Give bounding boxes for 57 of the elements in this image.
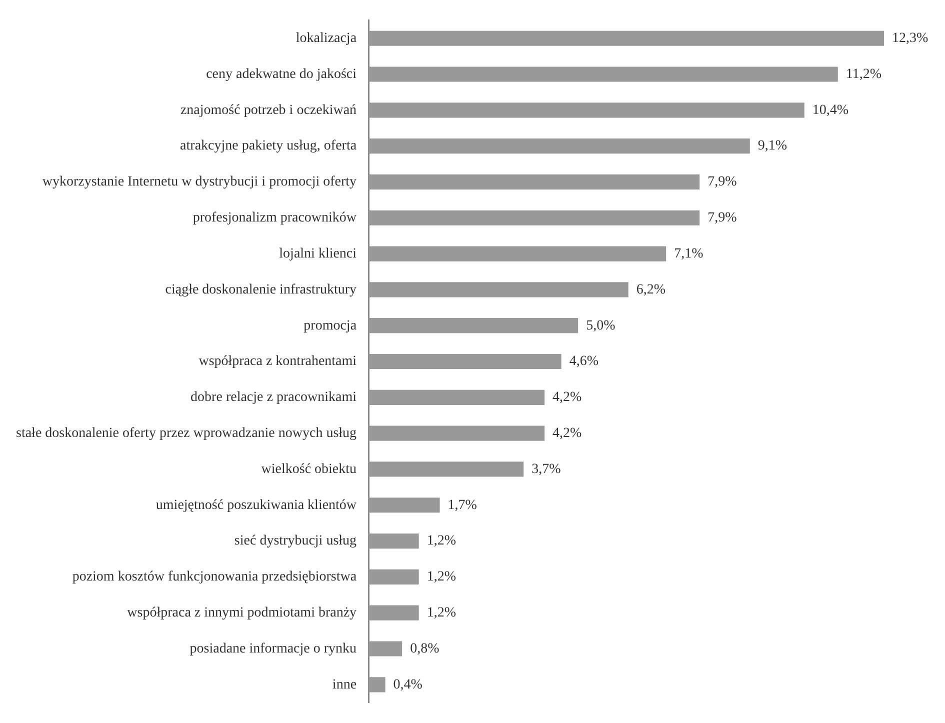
data-label: 1,2% (426, 534, 456, 549)
bar (368, 677, 386, 692)
data-label: 0,4% (393, 677, 423, 692)
y-tick-label: lojalni klienci (279, 246, 357, 262)
data-label: 7,9% (708, 210, 738, 226)
bar (368, 210, 700, 226)
bar (368, 498, 440, 513)
y-tick-label: wielkość obiektu (261, 462, 357, 477)
data-label: 1,2% (426, 570, 456, 585)
bar (368, 174, 700, 190)
data-label: 11,2% (846, 66, 882, 82)
data-label: 7,1% (674, 246, 704, 262)
data-label: 6,2% (636, 282, 666, 298)
y-tick-label: atrakcyjne pakiety usług, oferta (180, 138, 358, 154)
y-tick-label: ciągłe doskonalenie infrastruktury (165, 282, 357, 298)
y-tick-label: inne (332, 677, 357, 692)
y-tick-label: współpraca z kontrahentami (198, 354, 357, 370)
y-tick-label: współpraca z innymi podmiotami branży (127, 606, 357, 621)
data-label: 7,9% (708, 174, 738, 190)
bar (368, 354, 562, 370)
bar (368, 605, 419, 620)
data-label: 4,2% (552, 390, 582, 406)
bar (368, 426, 545, 441)
data-label: 0,8% (410, 641, 440, 656)
bar (368, 318, 578, 334)
bar (368, 102, 804, 118)
y-tick-label: promocja (304, 318, 358, 334)
bar (368, 282, 628, 298)
bar (368, 641, 402, 656)
data-label: 10,4% (812, 102, 849, 118)
y-tick-label: posiadane informacje o rynku (190, 641, 357, 656)
y-tick-label: sieć dystrybucji usług (234, 534, 357, 549)
bar (368, 569, 419, 584)
data-label: 1,2% (426, 606, 456, 621)
bar (368, 533, 419, 549)
data-label: 1,7% (448, 498, 478, 513)
y-tick-label: lokalizacja (296, 31, 358, 46)
y-tick-label: umiejętność poszukiwania klientów (156, 498, 358, 513)
data-label: 4,2% (552, 426, 582, 441)
data-label: 5,0% (586, 318, 616, 334)
y-tick-label: profesjonalizm pracowników (192, 210, 358, 226)
bar (368, 462, 524, 477)
y-tick-label: dobre relacje z pracownikami (190, 390, 357, 406)
y-tick-label: wykorzystanie Internetu w dystrybucji i promocji oferty (42, 174, 357, 190)
y-tick-label: poziom kosztów funkcjonowania przedsiębiorstwa (72, 570, 358, 585)
bar (368, 66, 838, 82)
data-label: 12,3% (892, 31, 928, 46)
bar (368, 390, 545, 405)
data-label: 3,7% (532, 462, 562, 477)
bar (368, 30, 884, 46)
bar (368, 246, 666, 262)
data-label: 9,1% (758, 138, 788, 154)
data-label: 4,6% (569, 354, 599, 370)
y-tick-label: ceny adekwatne do jakości (206, 66, 357, 82)
y-tick-label: znajomość potrzeb i oczekiwań (180, 102, 357, 118)
y-tick-label: stałe doskonalenie oferty przez wprowadzanie nowych usług (16, 426, 357, 441)
bar (368, 138, 750, 154)
